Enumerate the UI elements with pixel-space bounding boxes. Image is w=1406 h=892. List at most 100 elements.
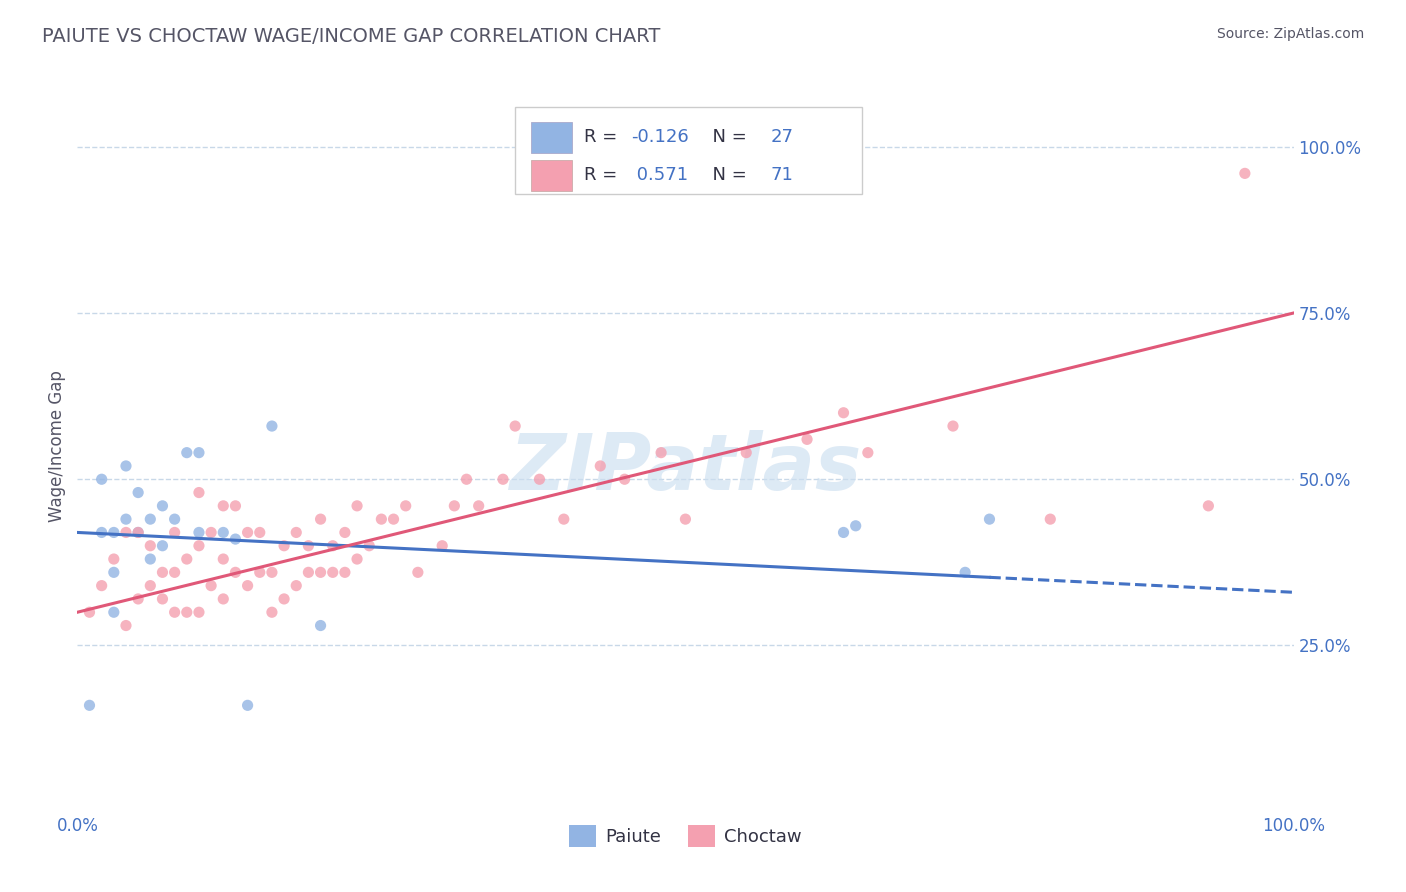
Point xyxy=(260,566,283,580)
Text: -0.126: -0.126 xyxy=(631,128,689,146)
Point xyxy=(529,472,551,486)
Point xyxy=(285,579,308,593)
Point xyxy=(260,419,283,434)
Point xyxy=(152,566,174,580)
FancyBboxPatch shape xyxy=(531,160,572,191)
Point xyxy=(103,566,125,580)
Point xyxy=(1039,512,1062,526)
Point xyxy=(115,618,138,632)
Point xyxy=(249,525,271,540)
Point xyxy=(492,472,515,486)
Point xyxy=(212,525,235,540)
Point xyxy=(322,539,344,553)
FancyBboxPatch shape xyxy=(515,107,862,194)
Point xyxy=(443,499,465,513)
Point xyxy=(395,499,418,513)
Point xyxy=(845,518,868,533)
Point xyxy=(1233,166,1256,180)
Text: ZIPatlas: ZIPatlas xyxy=(509,430,862,506)
Point xyxy=(176,552,198,566)
Point xyxy=(953,566,976,580)
Point xyxy=(212,499,235,513)
Point xyxy=(856,445,879,459)
Point xyxy=(115,512,138,526)
Point xyxy=(90,525,112,540)
Point xyxy=(115,458,138,473)
Point xyxy=(224,532,246,546)
Point xyxy=(467,499,489,513)
Text: N =: N = xyxy=(702,167,752,185)
Point xyxy=(553,512,575,526)
Point xyxy=(832,525,855,540)
Point xyxy=(139,552,162,566)
Point xyxy=(1197,499,1219,513)
Point xyxy=(188,605,211,619)
Point xyxy=(127,525,149,540)
Point xyxy=(176,605,198,619)
Point xyxy=(224,566,246,580)
Point xyxy=(188,539,211,553)
Point xyxy=(297,566,319,580)
Point xyxy=(212,552,235,566)
Point xyxy=(212,591,235,606)
Point xyxy=(103,525,125,540)
Point xyxy=(613,472,636,486)
Point xyxy=(188,525,211,540)
Point xyxy=(79,698,101,713)
Point xyxy=(675,512,697,526)
Point xyxy=(139,512,162,526)
Text: Source: ZipAtlas.com: Source: ZipAtlas.com xyxy=(1216,27,1364,41)
Point xyxy=(188,485,211,500)
Point xyxy=(297,539,319,553)
Point xyxy=(260,605,283,619)
Point xyxy=(589,458,612,473)
Point xyxy=(152,591,174,606)
Point xyxy=(285,525,308,540)
Text: PAIUTE VS CHOCTAW WAGE/INCOME GAP CORRELATION CHART: PAIUTE VS CHOCTAW WAGE/INCOME GAP CORREL… xyxy=(42,27,661,45)
Point xyxy=(309,566,332,580)
Text: 71: 71 xyxy=(770,167,793,185)
Point xyxy=(236,525,259,540)
Point xyxy=(456,472,478,486)
Point xyxy=(103,605,125,619)
Point xyxy=(236,579,259,593)
Point xyxy=(796,433,818,447)
Text: R =: R = xyxy=(585,128,623,146)
Point xyxy=(333,525,356,540)
Point xyxy=(152,539,174,553)
Point xyxy=(309,618,332,632)
Point xyxy=(200,579,222,593)
Point xyxy=(942,419,965,434)
Point xyxy=(333,566,356,580)
Point xyxy=(832,406,855,420)
Point xyxy=(249,566,271,580)
Point xyxy=(163,525,186,540)
Point xyxy=(139,539,162,553)
Point xyxy=(127,485,149,500)
Legend: Paiute, Choctaw: Paiute, Choctaw xyxy=(562,817,808,854)
Text: R =: R = xyxy=(585,167,623,185)
Point xyxy=(359,539,381,553)
Point xyxy=(430,539,453,553)
Point xyxy=(322,566,344,580)
Point xyxy=(139,579,162,593)
Point xyxy=(152,499,174,513)
Point xyxy=(650,445,672,459)
Text: N =: N = xyxy=(702,128,752,146)
Point xyxy=(127,591,149,606)
Point xyxy=(382,512,405,526)
Point xyxy=(200,525,222,540)
Point xyxy=(176,445,198,459)
Point xyxy=(406,566,429,580)
Point xyxy=(979,512,1001,526)
Text: 27: 27 xyxy=(770,128,793,146)
Point xyxy=(273,591,295,606)
Point xyxy=(735,445,758,459)
Text: 0.571: 0.571 xyxy=(631,167,688,185)
Point xyxy=(163,605,186,619)
Point xyxy=(163,512,186,526)
Point xyxy=(115,525,138,540)
Point xyxy=(503,419,526,434)
Y-axis label: Wage/Income Gap: Wage/Income Gap xyxy=(48,370,66,522)
FancyBboxPatch shape xyxy=(531,122,572,153)
